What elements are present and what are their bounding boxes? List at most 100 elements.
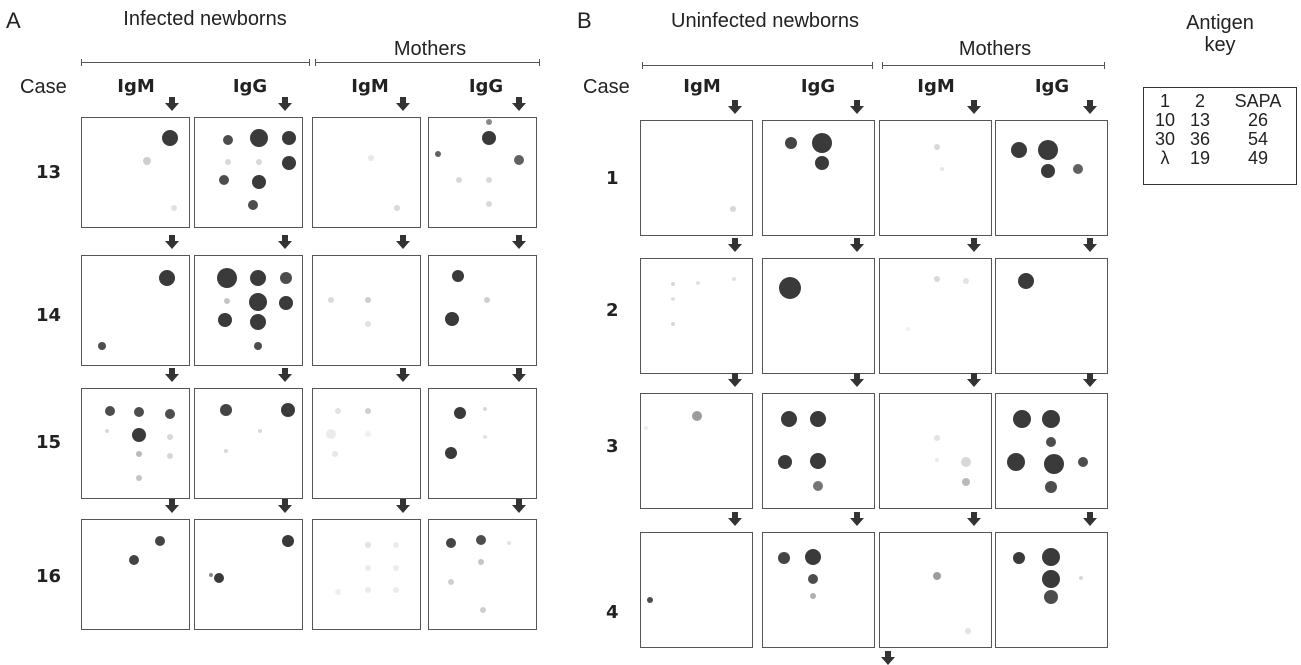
orientation-arrow-icon	[165, 235, 179, 249]
antibody-spot	[778, 552, 790, 564]
antibody-spot	[1044, 454, 1064, 474]
blot-panel-b-row-4-newborn-igm	[640, 532, 753, 648]
panel-b-col-2: IgG	[800, 76, 836, 97]
antibody-spot	[1038, 140, 1058, 160]
orientation-arrow-icon	[728, 373, 742, 387]
antibody-spot	[105, 429, 109, 433]
antigen-key-r2c3: 26	[1247, 110, 1269, 130]
blot-panel-a-row-4-newborn-igm	[81, 519, 190, 630]
antibody-spot	[965, 628, 971, 634]
antibody-spot	[249, 293, 267, 311]
antibody-spot	[448, 579, 454, 585]
orientation-arrow-icon	[396, 235, 410, 249]
antigen-key-r3c1: 30	[1154, 129, 1176, 149]
antibody-spot	[224, 449, 228, 453]
antibody-spot	[365, 431, 371, 437]
antigen-key-r4c3: 49	[1247, 148, 1269, 168]
blot-panel-b-row-1-newborn-igm	[640, 120, 753, 236]
panel-b-case-3: 3	[606, 436, 619, 457]
antibody-spot	[805, 549, 821, 565]
antibody-spot	[365, 408, 371, 414]
blot-panel-a-row-1-mother-igm	[312, 117, 421, 228]
panel-a-mothers-bracket-left	[315, 59, 316, 66]
panel-b-col-3: IgM	[917, 76, 955, 97]
antibody-spot	[671, 297, 675, 301]
panel-a-col-4: IgG	[468, 76, 504, 97]
antibody-spot	[1041, 164, 1055, 178]
antibody-spot	[368, 155, 374, 161]
antigen-key-box: 1 2 SAPA 10 13 26 30 36 54 λ 19 49	[1143, 87, 1297, 185]
antibody-spot	[483, 435, 487, 439]
antibody-spot	[220, 404, 232, 416]
antibody-spot	[282, 535, 294, 547]
orientation-arrow-icon	[1083, 373, 1097, 387]
antibody-spot	[1045, 481, 1057, 493]
orientation-arrow-icon	[512, 368, 526, 382]
antibody-spot	[335, 408, 341, 414]
antibody-spot	[647, 597, 653, 603]
orientation-arrow-icon	[728, 512, 742, 526]
antibody-spot	[961, 457, 971, 467]
antibody-spot	[435, 151, 441, 157]
antibody-spot	[484, 297, 490, 303]
antibody-spot	[456, 177, 462, 183]
antibody-spot	[963, 278, 969, 284]
antibody-spot	[250, 129, 268, 147]
antibody-spot	[281, 403, 295, 417]
antibody-spot	[935, 458, 939, 462]
antibody-spot	[214, 573, 224, 583]
antibody-spot	[129, 555, 139, 565]
antibody-spot	[393, 565, 399, 571]
antibody-spot	[167, 434, 173, 440]
orientation-arrow-icon	[1083, 238, 1097, 252]
antibody-spot	[480, 607, 486, 613]
orientation-arrow-icon	[278, 499, 292, 513]
antibody-spot	[934, 435, 940, 441]
panel-a-col-1: IgM	[117, 76, 155, 97]
antibody-spot	[644, 426, 648, 430]
antigen-key-r2c1: 10	[1154, 110, 1176, 130]
antibody-spot	[256, 159, 262, 165]
blot-panel-a-row-3-mother-igg	[428, 388, 537, 499]
blot-panel-b-row-3-mother-igg	[995, 393, 1108, 509]
panel-a-newborns-bracket	[81, 62, 309, 63]
blot-panel-b-row-1-mother-igm	[879, 120, 992, 236]
antibody-spot	[486, 201, 492, 207]
blot-panel-b-row-1-mother-igg	[995, 120, 1108, 236]
antibody-spot	[507, 541, 511, 545]
panel-b-case-header: Case	[583, 76, 630, 98]
blot-panel-a-row-3-newborn-igg	[194, 388, 303, 499]
orientation-arrow-icon	[165, 368, 179, 382]
orientation-arrow-icon	[278, 368, 292, 382]
orientation-arrow-icon	[396, 368, 410, 382]
antibody-spot	[282, 156, 296, 170]
orientation-arrow-icon	[850, 373, 864, 387]
antibody-spot	[445, 447, 457, 459]
blot-panel-a-row-2-newborn-igg	[194, 255, 303, 366]
blot-panel-a-row-4-mother-igm	[312, 519, 421, 630]
panel-b-newborns-bracket	[642, 65, 872, 66]
antigen-key-r1c1: 1	[1159, 91, 1170, 111]
panel-b-case-1: 1	[606, 168, 619, 189]
antibody-spot	[223, 135, 233, 145]
panel-b-mothers-bracket-left	[882, 62, 883, 69]
antibody-spot	[933, 572, 941, 580]
antibody-spot	[1073, 164, 1083, 174]
antibody-spot	[279, 296, 293, 310]
antibody-spot	[155, 536, 165, 546]
panel-a-case-2: 14	[36, 305, 62, 326]
antibody-spot	[224, 298, 230, 304]
antibody-spot	[105, 406, 115, 416]
orientation-arrow-icon	[278, 97, 292, 111]
orientation-arrow-icon	[278, 235, 292, 249]
antibody-spot	[940, 167, 944, 171]
antibody-spot	[810, 453, 826, 469]
orientation-arrow-icon	[728, 100, 742, 114]
antibody-spot	[483, 407, 487, 411]
antibody-spot	[1044, 590, 1058, 604]
orientation-arrow-icon	[396, 97, 410, 111]
panel-b-group-newborns-label: Uninfected newborns	[671, 10, 859, 32]
antibody-spot	[452, 270, 464, 282]
antibody-spot	[280, 272, 292, 284]
antibody-spot	[1046, 437, 1056, 447]
